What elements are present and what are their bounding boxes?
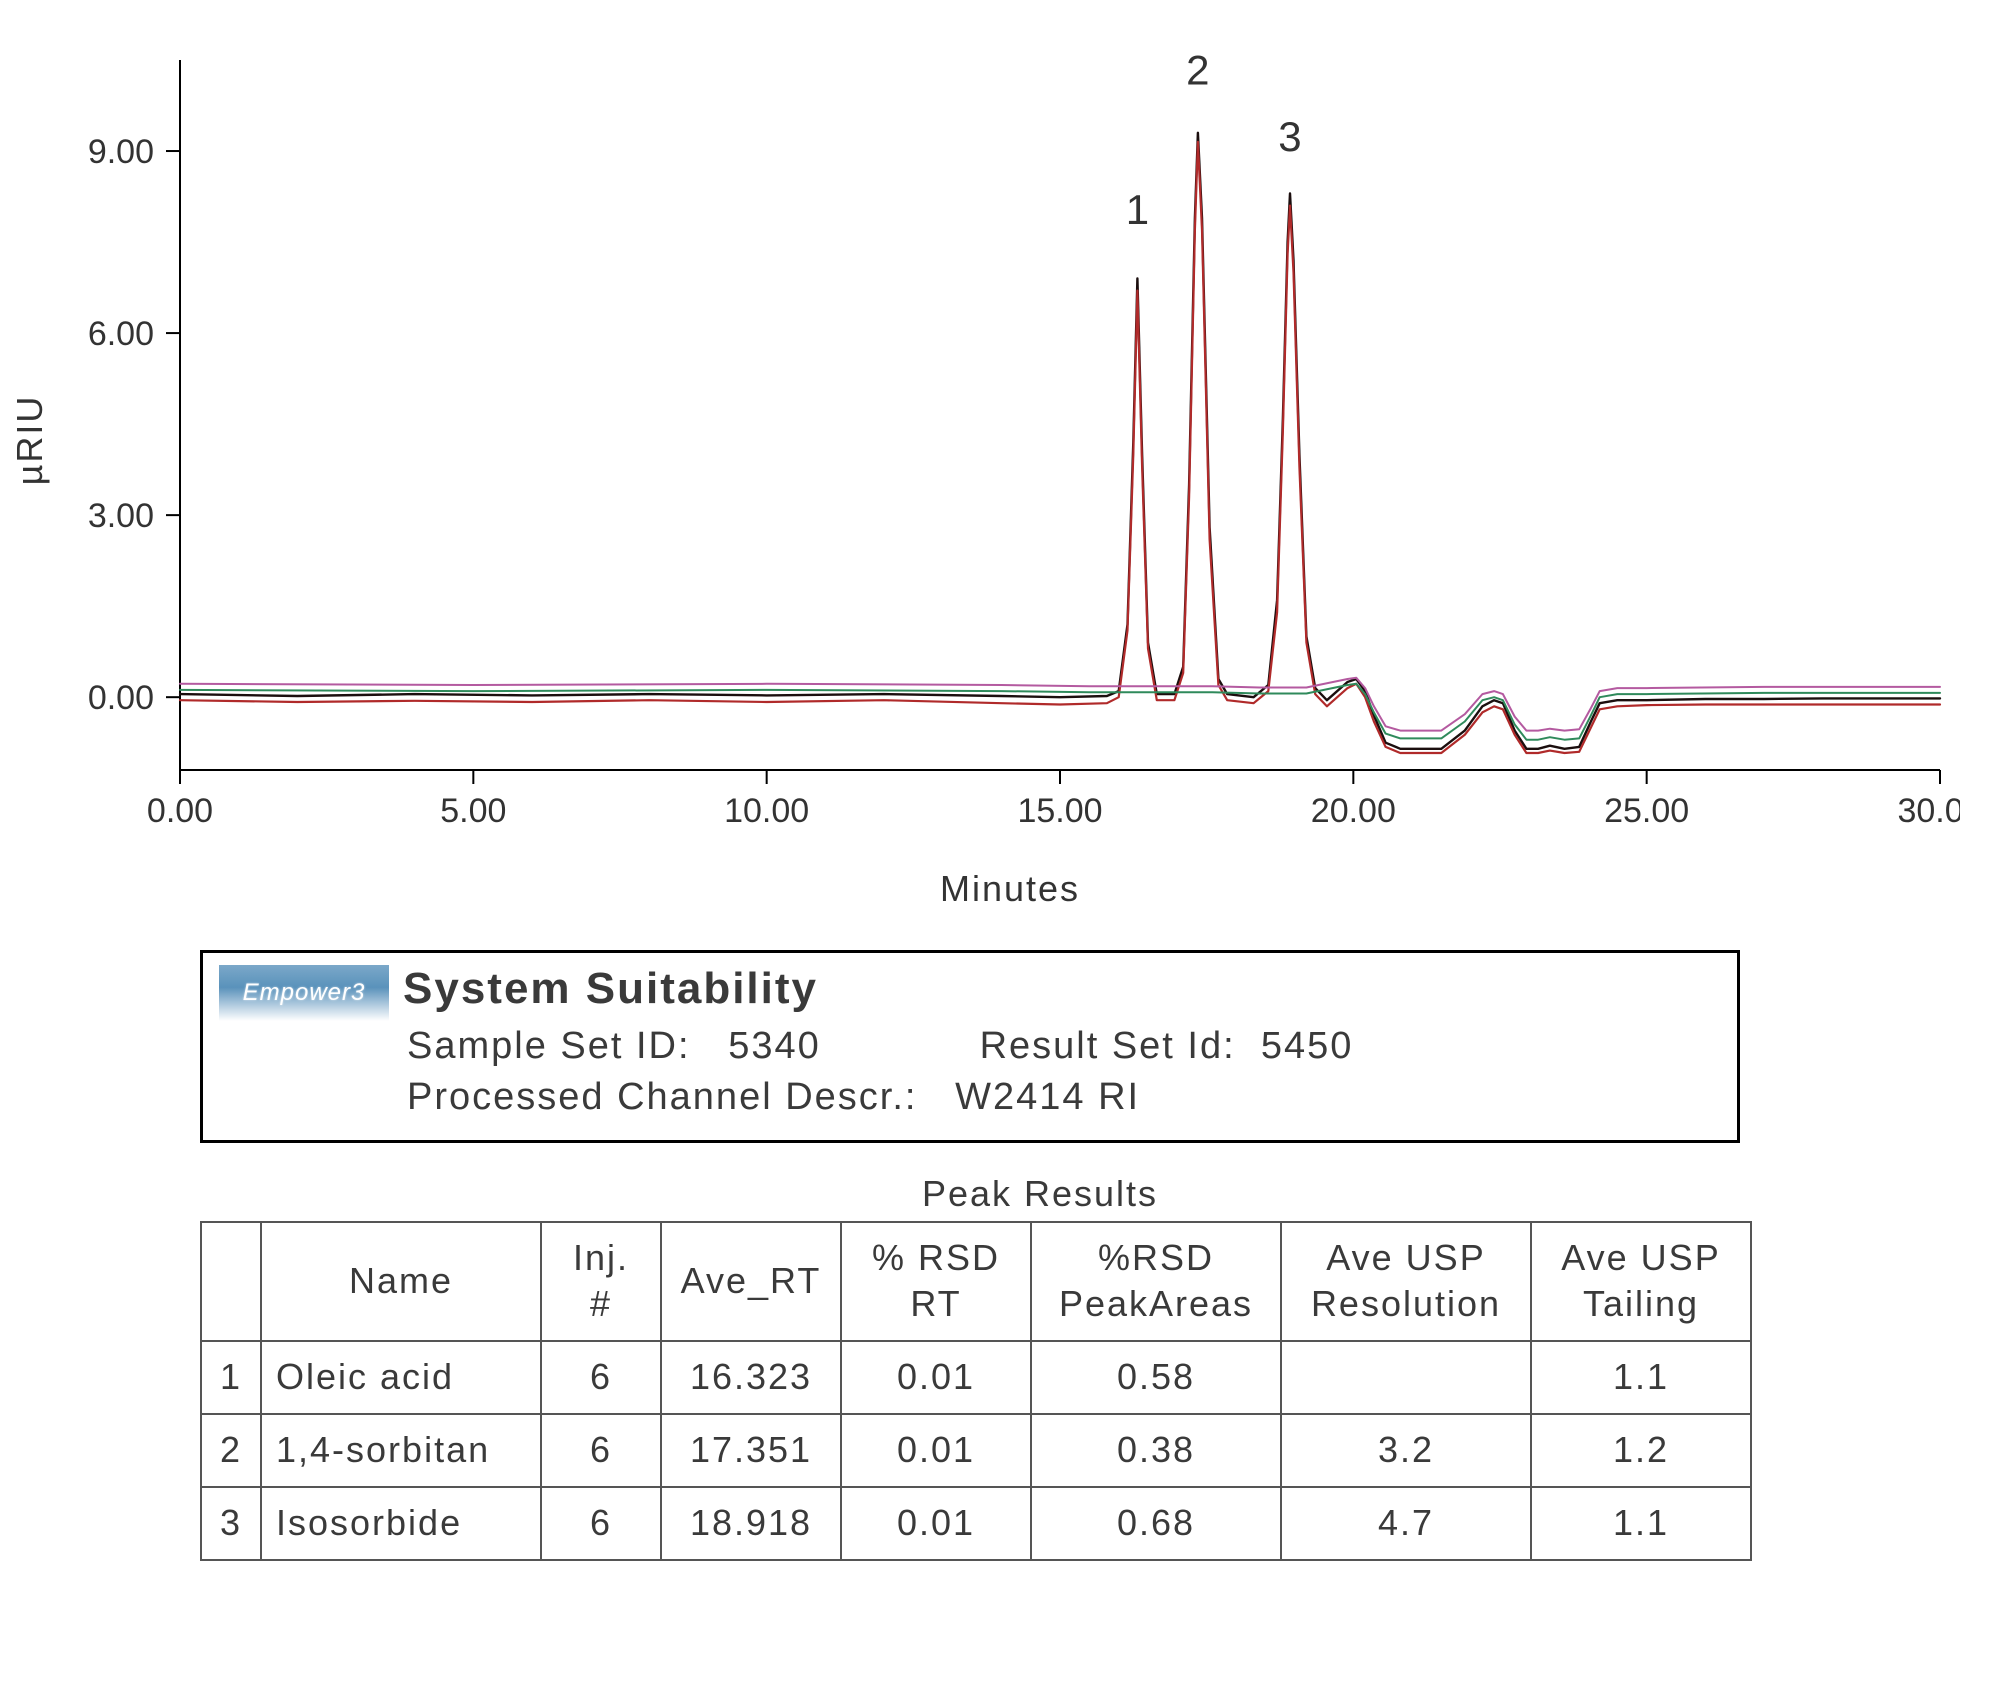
table-cell: 6: [541, 1487, 661, 1560]
table-cell: [1281, 1341, 1531, 1414]
page-container: µRIU 0.005.0010.0015.0020.0025.0030.000.…: [40, 40, 2000, 1561]
table-col-header: Ave USP Tailing: [1531, 1222, 1751, 1342]
table-cell: 0.68: [1031, 1487, 1281, 1560]
table-head-row: NameInj. #Ave_RT% RSD RT%RSDPeakAreasAve…: [201, 1222, 1751, 1342]
svg-text:9.00: 9.00: [88, 133, 154, 171]
channel-value: W2414 RI: [955, 1076, 1140, 1118]
results-table-title: Peak Results: [40, 1173, 2000, 1215]
table-row: 21,4-sorbitan617.3510.010.383.21.2: [201, 1414, 1751, 1487]
table-cell: 18.918: [661, 1487, 841, 1560]
svg-text:3.00: 3.00: [88, 497, 154, 535]
svg-text:30.00: 30.00: [1897, 792, 1960, 830]
peak-results-table: NameInj. #Ave_RT% RSD RT%RSDPeakAreasAve…: [200, 1221, 1752, 1561]
svg-text:3: 3: [1278, 113, 1301, 160]
table-col-header: Name: [261, 1222, 541, 1342]
table-cell: 0.01: [841, 1487, 1031, 1560]
svg-text:6.00: 6.00: [88, 315, 154, 353]
x-axis-label: Minutes: [940, 868, 1080, 910]
chart-svg: 0.00 5.00 10.00 15.00 20.00 25.00 30.00 0.00 3.0…: [60, 40, 1960, 840]
sample-set-label: Sample Set ID:: [407, 1025, 691, 1067]
table-cell: 2: [201, 1414, 261, 1487]
table-cell: 0.38: [1031, 1414, 1281, 1487]
table-cell: 3: [201, 1487, 261, 1560]
table-cell: 4.7: [1281, 1487, 1531, 1560]
chromatogram-chart: µRIU 0.005.0010.0015.0020.0025.0030.000.…: [60, 40, 1960, 840]
table-cell: Isosorbide: [261, 1487, 541, 1560]
result-set-value: 5450: [1261, 1025, 1354, 1067]
svg-text:10.00: 10.00: [724, 792, 809, 830]
table-row: 1Oleic acid616.3230.010.58 1.1: [201, 1341, 1751, 1414]
table-cell: 6: [541, 1341, 661, 1414]
channel-label: Processed Channel Descr.:: [407, 1076, 917, 1118]
result-set-label: Result Set Id:: [980, 1025, 1236, 1067]
empower-logo: Empower3: [219, 965, 389, 1021]
info-title: System Suitability: [403, 959, 818, 1018]
svg-text:20.00: 20.00: [1311, 792, 1396, 830]
table-col-header: [201, 1222, 261, 1342]
svg-text:15.00: 15.00: [1017, 792, 1102, 830]
table-cell: 1.1: [1531, 1341, 1751, 1414]
table-cell: 0.58: [1031, 1341, 1281, 1414]
svg-text:0.00: 0.00: [147, 792, 213, 830]
table-cell: 16.323: [661, 1341, 841, 1414]
table-col-header: % RSD RT: [841, 1222, 1031, 1342]
svg-text:25.00: 25.00: [1604, 792, 1689, 830]
system-suitability-box: Empower3 System Suitability Sample Set I…: [200, 950, 1740, 1143]
svg-text:1: 1: [1126, 186, 1149, 233]
table-body: 1Oleic acid616.3230.010.581.121,4-sorbit…: [201, 1341, 1751, 1559]
table-col-header: Ave USP Resolution: [1281, 1222, 1531, 1342]
table-cell: 0.01: [841, 1414, 1031, 1487]
table-cell: 1.1: [1531, 1487, 1751, 1560]
svg-text:0.00: 0.00: [88, 679, 154, 717]
table-cell: 0.01: [841, 1341, 1031, 1414]
table-row: 3Isosorbide618.9180.010.684.71.1: [201, 1487, 1751, 1560]
table-cell: 1,4-sorbitan: [261, 1414, 541, 1487]
table-cell: Oleic acid: [261, 1341, 541, 1414]
table-col-header: %RSDPeakAreas: [1031, 1222, 1281, 1342]
table-col-header: Ave_RT: [661, 1222, 841, 1342]
table-col-header: Inj. #: [541, 1222, 661, 1342]
table-cell: 3.2: [1281, 1414, 1531, 1487]
table-cell: 17.351: [661, 1414, 841, 1487]
svg-text:5.00: 5.00: [440, 792, 506, 830]
svg-text:2: 2: [1186, 46, 1209, 93]
y-axis-label: µRIU: [9, 395, 51, 486]
table-cell: 6: [541, 1414, 661, 1487]
table-cell: 1: [201, 1341, 261, 1414]
table-cell: 1.2: [1531, 1414, 1751, 1487]
sample-set-value: 5340: [728, 1025, 821, 1067]
